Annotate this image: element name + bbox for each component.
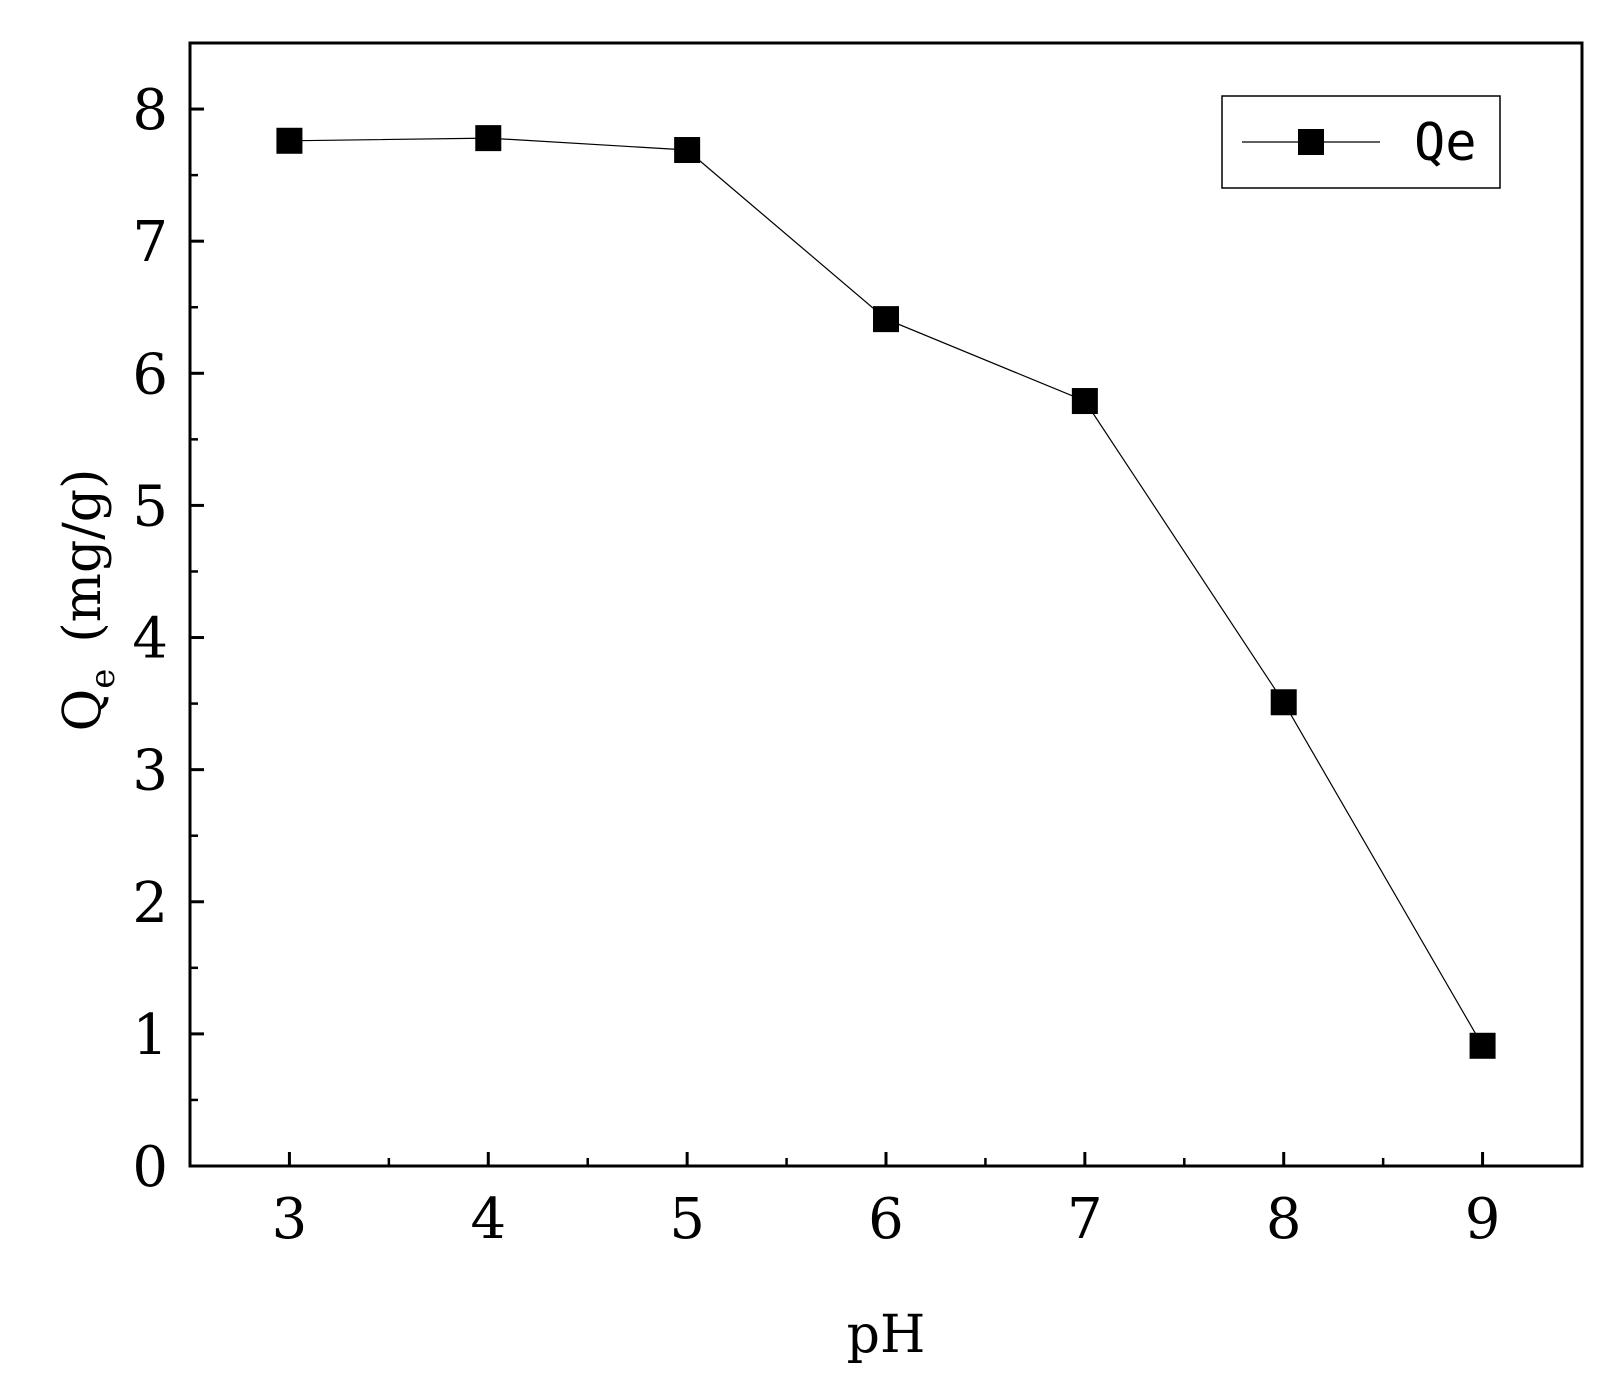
x-tick-label: 5 xyxy=(669,1187,705,1252)
x-tick-label: 7 xyxy=(1067,1187,1103,1252)
data-point xyxy=(276,127,303,154)
data-point xyxy=(1071,388,1098,415)
y-tick-label: 2 xyxy=(132,871,168,936)
legend-marker xyxy=(1298,129,1324,155)
svg-text:Qe(mg/g): Qe (mg/g) xyxy=(53,469,123,732)
legend: Qe xyxy=(1221,95,1501,189)
y-tick-label: 0 xyxy=(132,1135,168,1200)
series-line xyxy=(289,137,1484,1047)
y-axis-title-sub: e xyxy=(83,669,123,689)
data-point xyxy=(1469,1032,1496,1059)
y-tick-label: 4 xyxy=(132,607,168,672)
series-qe xyxy=(276,125,1496,1059)
y-axis-title: Qe (mg/g) xyxy=(53,469,123,732)
x-tick-label: 4 xyxy=(470,1187,506,1252)
x-tick-label: 6 xyxy=(868,1187,904,1252)
plot-frame xyxy=(188,41,1584,1168)
data-point xyxy=(674,137,701,164)
y-tick-label: 5 xyxy=(132,474,168,539)
y-tick-label: 7 xyxy=(132,210,168,275)
y-axis-title-unit: (mg/g) xyxy=(53,469,113,643)
data-point xyxy=(1270,689,1297,716)
y-axis-title-main: Q xyxy=(53,689,113,732)
data-point xyxy=(873,306,899,333)
x-tick-label: 9 xyxy=(1465,1187,1501,1252)
x-axis: 3 4 5 6 7 8 9 xyxy=(272,1152,1501,1252)
y-tick-label: 6 xyxy=(132,342,168,407)
x-tick-label: 3 xyxy=(272,1187,308,1252)
x-tick-label: 8 xyxy=(1266,1187,1302,1252)
y-tick-label: 1 xyxy=(132,1003,168,1068)
x-axis-title: pH xyxy=(847,1305,926,1365)
legend-label: Qe xyxy=(1414,113,1477,173)
y-tick-label: 8 xyxy=(132,78,168,143)
data-point xyxy=(475,125,502,152)
y-tick-label: 3 xyxy=(132,739,168,804)
y-axis: 0 1 2 3 4 5 6 7 8 xyxy=(132,78,204,1200)
